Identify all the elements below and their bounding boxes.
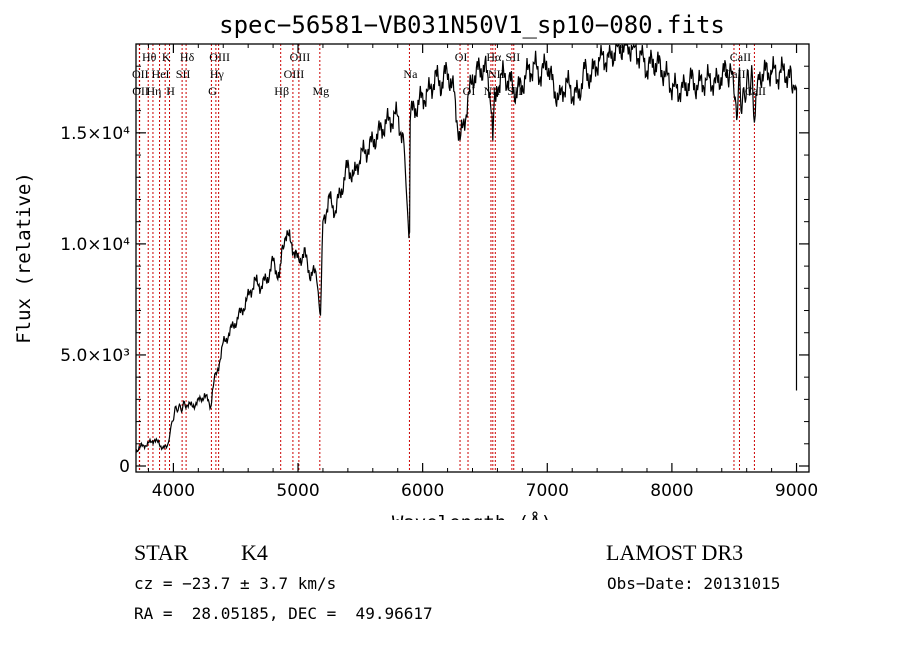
emission-line-label: Hγ [210, 67, 225, 81]
obs-date: Obs−Date: 20131015 [607, 574, 781, 593]
x-tick-label: 9000 [775, 481, 818, 501]
emission-line-label: Hη [146, 84, 161, 98]
emission-line-label: Hδ [180, 50, 195, 64]
emission-line-label: K [162, 50, 171, 64]
x-tick-label: 7000 [526, 481, 569, 501]
flux-series-line [135, 43, 798, 454]
object-subclass: K4 [241, 540, 268, 565]
y-tick-label: 0 [119, 457, 130, 477]
emission-line-label: OIII [209, 50, 230, 64]
emission-line-label: Na [403, 67, 418, 81]
x-tick-label: 8000 [650, 481, 693, 501]
x-axis-label: Wavelength (Å) [392, 511, 552, 520]
y-tick-label: 1.5×10⁴ [60, 124, 130, 144]
survey-name: LAMOST DR3 [606, 540, 744, 565]
spectrum-chart: spec−56581−VB031N50V1_sp10−080.fits OII O… [13, 11, 818, 520]
emission-line-label: SII [176, 67, 191, 81]
x-tick-label: 6000 [401, 481, 444, 501]
emission-line-markers [138, 44, 755, 472]
redshift-cz: cz = −23.7 ± 3.7 km/s [134, 574, 337, 593]
object-class: STAR [134, 540, 189, 565]
y-tick-label: 5.0×10³ [60, 346, 130, 366]
emission-line-label: G [208, 84, 217, 98]
y-axis-label: Flux (relative) [13, 172, 35, 344]
emission-line-label: OIII [284, 67, 305, 81]
plot-frame [135, 43, 810, 473]
emission-line-label: OIII [290, 50, 311, 64]
emission-line-label: H [166, 84, 175, 98]
x-tick-label: 5000 [276, 481, 319, 501]
y-tick-label: 1.0×10⁴ [60, 235, 130, 255]
ra-dec-coordinates: RA = 28.05185, DEC = 49.96617 [134, 604, 433, 623]
emission-line-label: HeI [152, 67, 170, 81]
x-axis-ticks: 4000 5000 6000 7000 8000 9000 [147, 44, 818, 501]
emission-line-label: Hα [486, 50, 502, 64]
x-tick-label: 4000 [152, 481, 195, 501]
emission-line-label: SII [506, 50, 521, 64]
emission-line-label: SII [507, 84, 522, 98]
y-axis-ticks: 0 5.0×10³ 1.0×10⁴ 1.5×10⁴ [60, 65, 809, 477]
emission-line-label: Hβ [274, 84, 289, 98]
emission-line-label: CaII [730, 50, 751, 64]
emission-line-label: Mg [312, 84, 329, 98]
emission-line-label: OII [132, 67, 149, 81]
chart-title: spec−56581−VB031N50V1_sp10−080.fits [219, 11, 725, 39]
emission-line-label: OI [455, 50, 468, 64]
emission-line-label: Hθ [142, 50, 157, 64]
